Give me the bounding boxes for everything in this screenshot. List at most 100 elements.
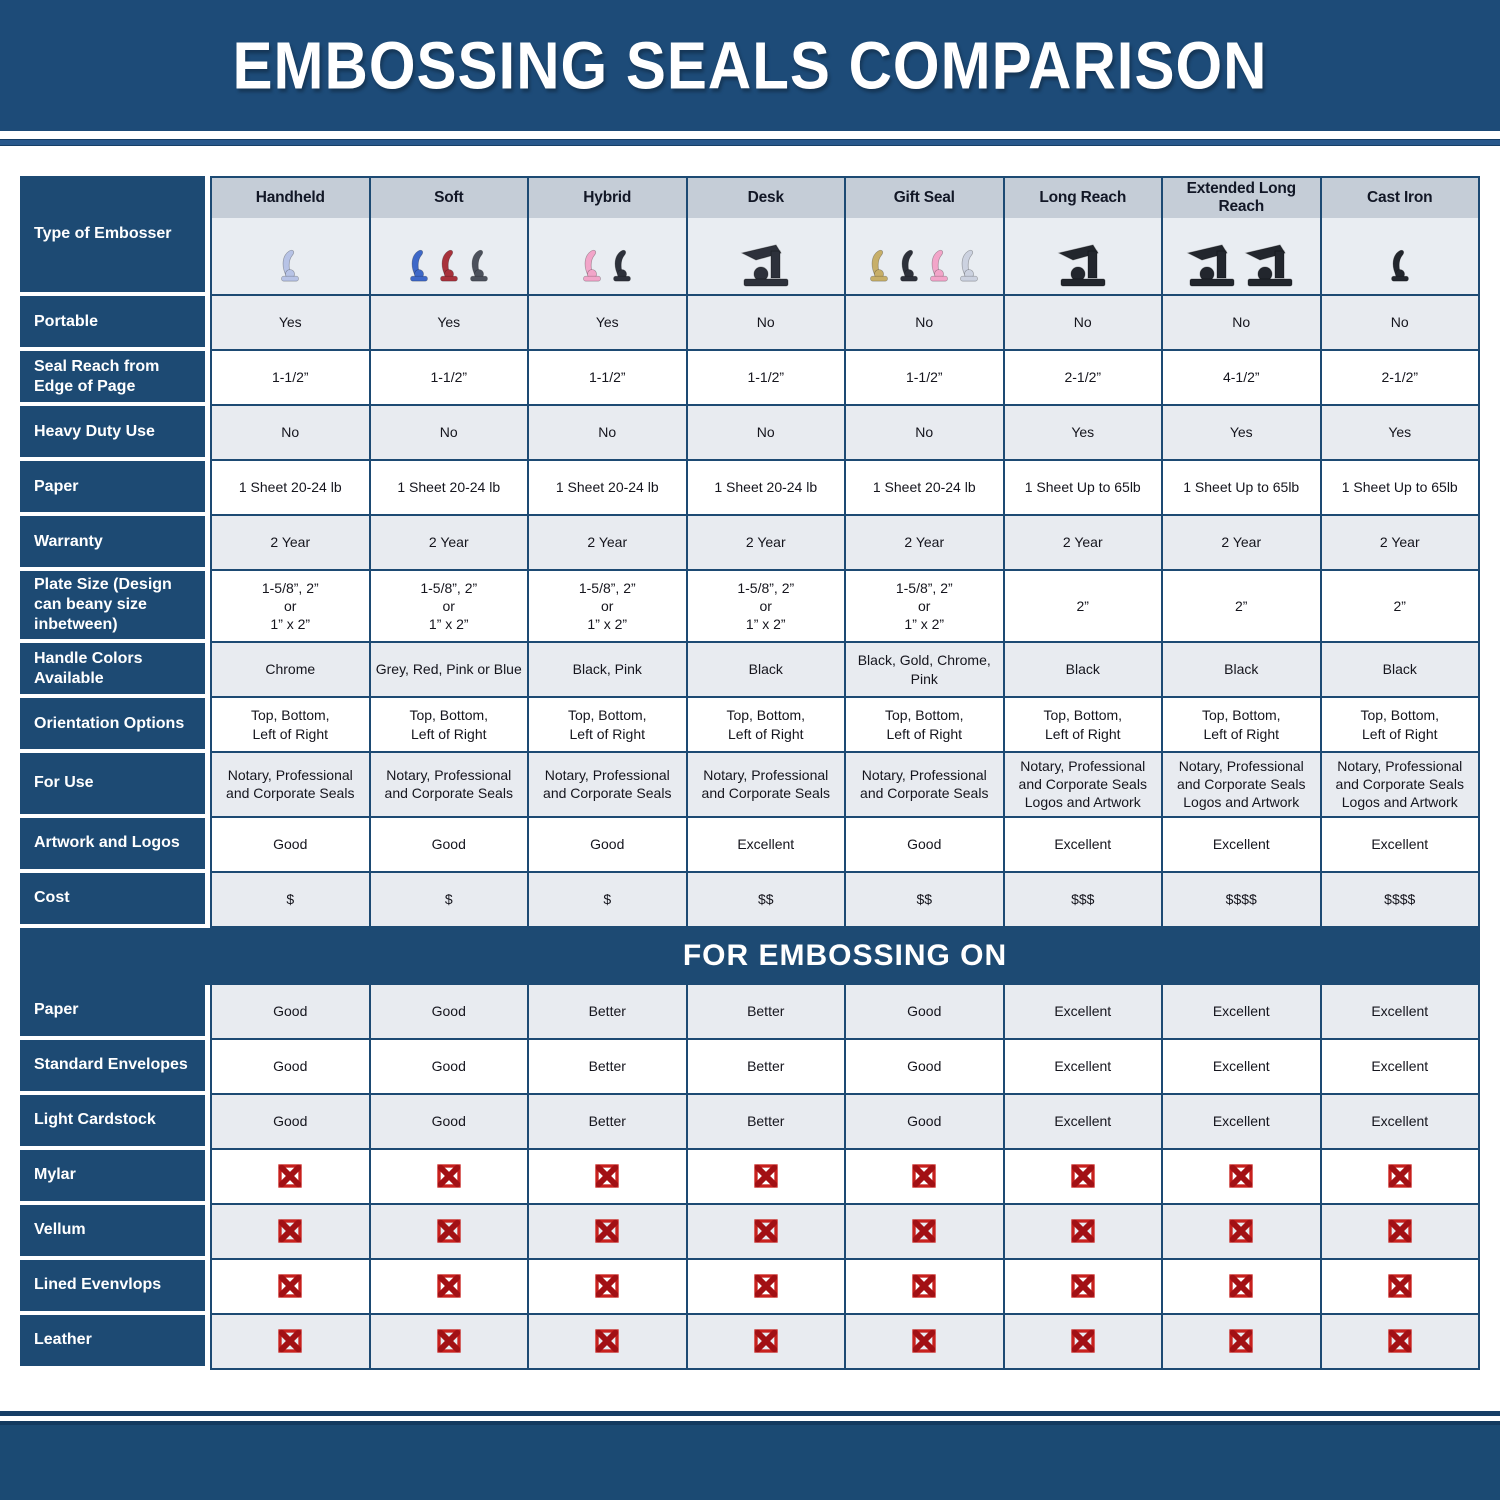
cell-value: No [846, 406, 1003, 459]
not-suitable-cell [212, 1149, 369, 1203]
gift-seal-embosser-image [846, 218, 1003, 294]
cell-value: Excellent [1163, 984, 1320, 1038]
cell-value: 2” [1321, 571, 1478, 641]
row-label: Portable [20, 296, 205, 347]
cell-value: No [212, 406, 369, 459]
cell-value: Notary, Professional and Corporate Seals [370, 753, 527, 816]
cell-value: Good [846, 1039, 1003, 1093]
not-suitable-cell [1321, 1204, 1478, 1258]
desk-embosser-glyph [1186, 244, 1235, 287]
cell-value: $ [529, 872, 686, 926]
red-x-icon [278, 1329, 302, 1353]
cell-value: Black, Gold, Chrome, Pink [846, 643, 1003, 696]
not-suitable-cell [370, 1259, 527, 1313]
hand-embosser-glyph [900, 249, 918, 282]
hand-embosser-glyph [613, 249, 631, 282]
table-row-portable: Portable Yes Yes Yes No No No No No [20, 296, 1480, 351]
table-row-seal-reach-from-edge-of-page: Seal Reach from Edge of Page 1-1/2” 1-1/2”… [20, 351, 1480, 406]
cell-value: Good [212, 984, 369, 1038]
column-header-soft: Soft [370, 178, 527, 218]
page-header: EMBOSSING SEALS COMPARISON [0, 0, 1500, 131]
red-x-icon [912, 1164, 936, 1188]
cell-value: Excellent [1004, 984, 1161, 1038]
column-header-gift-seal: Gift Seal [846, 178, 1003, 218]
column-soft: Soft [370, 178, 527, 294]
cell-value: Good [846, 817, 1003, 871]
cell-value: Excellent [1163, 817, 1320, 871]
hybrid-embosser-image [529, 218, 686, 294]
cell-value: Excellent [1321, 984, 1478, 1038]
cell-value: $$$ [1004, 872, 1161, 926]
red-x-icon [912, 1329, 936, 1353]
header-divider-line [0, 139, 1500, 146]
cell-value: 2 Year [1004, 516, 1161, 569]
not-suitable-cell [1163, 1314, 1320, 1368]
cell-value: Top, Bottom, Left of Right [1321, 698, 1478, 751]
column-extended-long-reach: Extended Long Reach [1163, 178, 1320, 294]
not-suitable-cell [846, 1149, 1003, 1203]
row-cells: 1 Sheet 20-24 lb 1 Sheet 20-24 lb 1 Sheet … [210, 461, 1480, 516]
cell-value: Good [370, 984, 527, 1038]
red-x-icon [1388, 1329, 1412, 1353]
cell-value: Better [687, 984, 844, 1038]
red-x-icon [754, 1274, 778, 1298]
row-label: Artwork and Logos [20, 817, 205, 869]
cell-value: Better [687, 1094, 844, 1148]
table-row-paper: Paper Good Good Better Better Good Excellent Ex… [20, 984, 1480, 1040]
cell-value: 1 Sheet 20-24 lb [846, 461, 1003, 514]
cell-value: Good [846, 1094, 1003, 1148]
row-cells: Yes Yes Yes No No No No No [210, 296, 1480, 351]
row-cells [210, 1314, 1480, 1370]
not-suitable-cell [529, 1314, 686, 1368]
not-suitable-cell [1321, 1314, 1478, 1368]
cell-value: 2” [1163, 571, 1320, 641]
not-suitable-cell [1163, 1204, 1320, 1258]
cell-value: No [529, 406, 686, 459]
cell-value: Yes [212, 296, 369, 349]
column-header-desk: Desk [687, 178, 844, 218]
row-label: Leather [20, 1314, 205, 1366]
column-handheld: Handheld [212, 178, 369, 294]
column-long-reach: Long Reach [1004, 178, 1161, 294]
cell-value: Top, Bottom, Left of Right [529, 698, 686, 751]
cell-value: 2-1/2” [1004, 351, 1161, 404]
extended-long-reach-embosser-image [1163, 218, 1320, 294]
hand-embosser-glyph [281, 249, 299, 282]
cell-value: Top, Bottom, Left of Right [1004, 698, 1161, 751]
cell-value: Good [212, 1094, 369, 1148]
table-row-standard-envelopes: Standard Envelopes Good Good Better Better Go… [20, 1039, 1480, 1095]
red-x-icon [595, 1164, 619, 1188]
not-suitable-cell [687, 1259, 844, 1313]
cell-value: Excellent [1004, 1039, 1161, 1093]
desk-embosser-glyph [1057, 244, 1106, 287]
cast-iron-embosser-image [1321, 218, 1478, 294]
row-label: Paper [20, 461, 205, 512]
red-x-icon [1071, 1164, 1095, 1188]
cell-value: $$ [687, 872, 844, 926]
cell-value: 1-5/8”, 2” or 1” x 2” [529, 571, 686, 641]
cell-value: Yes [370, 296, 527, 349]
row-cells: Notary, Professional and Corporate Seals… [210, 753, 1480, 818]
row-label: Paper [20, 984, 205, 1036]
not-suitable-cell [1004, 1204, 1161, 1258]
desk-embosser-glyph [740, 244, 789, 287]
cell-value: Notary, Professional and Corporate Seals… [1321, 753, 1478, 816]
not-suitable-cell [846, 1204, 1003, 1258]
not-suitable-cell [1321, 1259, 1478, 1313]
cell-value: Yes [1004, 406, 1161, 459]
not-suitable-cell [687, 1314, 844, 1368]
table-row-for-use: For Use Notary, Professional and Corporat… [20, 753, 1480, 818]
table-row-warranty: Warranty 2 Year 2 Year 2 Year 2 Year 2 Year 2 … [20, 516, 1480, 571]
cell-value: Better [529, 1039, 686, 1093]
cell-value: Black [687, 643, 844, 696]
not-suitable-cell [1004, 1259, 1161, 1313]
not-suitable-cell [1163, 1259, 1320, 1313]
cell-value: Top, Bottom, Left of Right [212, 698, 369, 751]
table-row-lined-evenvlops: Lined Evenvlops [20, 1259, 1480, 1315]
column-gift-seal: Gift Seal [846, 178, 1003, 294]
cell-value: 2” [1004, 571, 1161, 641]
red-x-icon [1388, 1164, 1412, 1188]
red-x-icon [754, 1329, 778, 1353]
not-suitable-cell [529, 1204, 686, 1258]
row-cells [210, 1204, 1480, 1260]
